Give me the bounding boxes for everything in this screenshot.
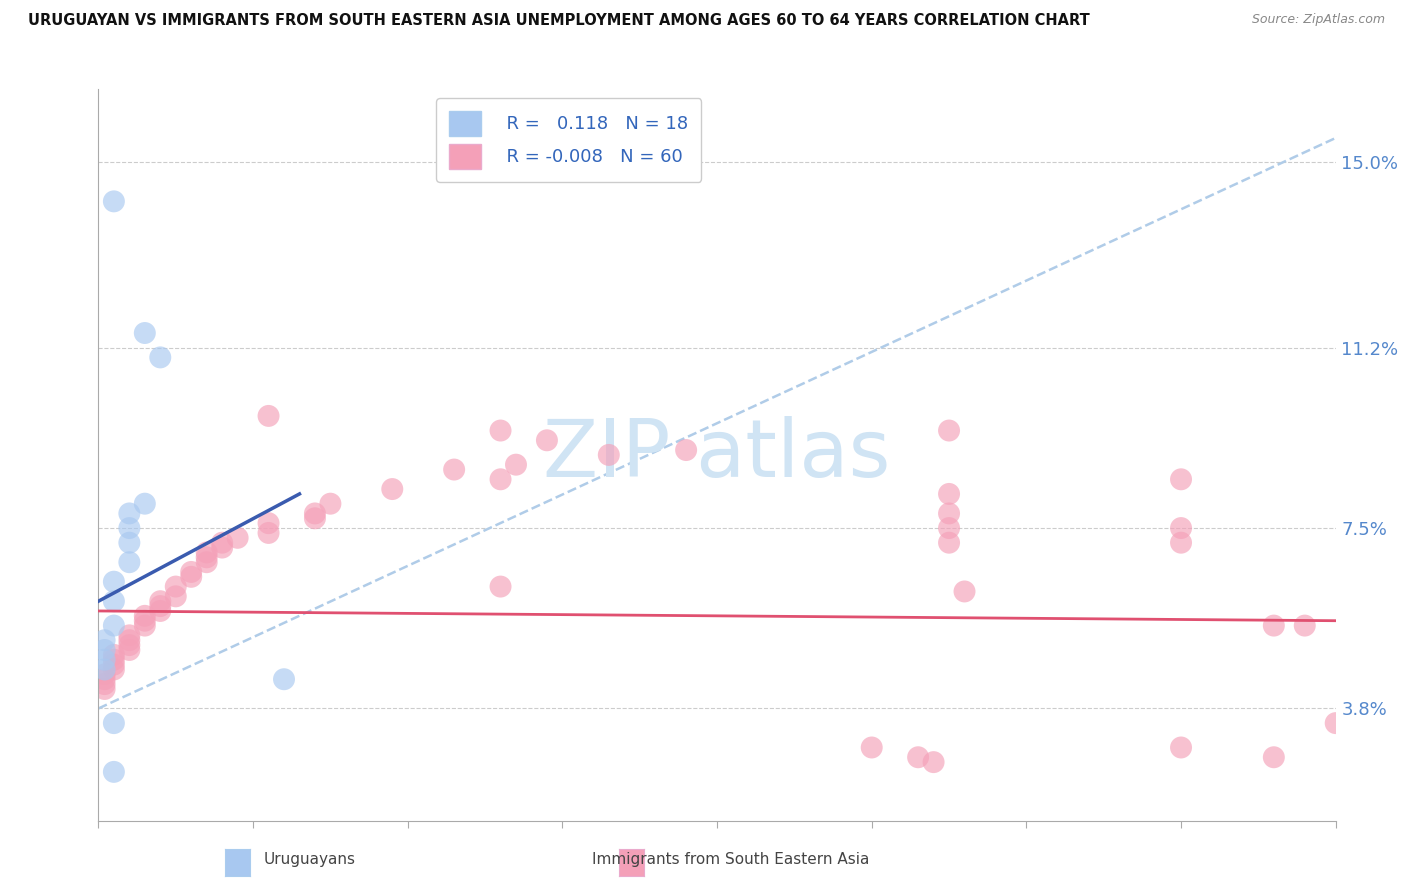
Point [93,663,115,677]
Point [103,648,125,662]
Point [195,545,218,559]
Point [118,555,141,569]
Point [103,194,125,209]
Point [953,584,976,599]
Point [319,497,342,511]
Point [134,618,156,632]
Point [226,531,249,545]
Point [907,750,929,764]
Point [1263,750,1285,764]
Point [257,516,280,531]
Point [443,462,465,476]
Point [257,409,280,423]
Point [938,507,960,521]
Point [103,594,125,608]
Point [93,677,115,691]
Text: Uruguayans: Uruguayans [263,852,356,867]
Point [103,657,125,672]
Point [103,618,125,632]
Point [211,535,233,549]
Point [273,672,295,686]
Point [134,326,156,340]
Point [938,424,960,438]
Point [103,764,125,779]
Point [938,535,960,549]
Point [860,740,883,755]
Point [1170,740,1192,755]
Point [103,716,125,731]
Text: Immigrants from South Eastern Asia: Immigrants from South Eastern Asia [592,852,870,867]
Point [505,458,527,472]
Legend:   R =   0.118   N = 18,   R = -0.008   N = 60: R = 0.118 N = 18, R = -0.008 N = 60 [436,98,702,182]
Point [180,565,202,579]
Text: ZIP atlas: ZIP atlas [543,416,891,494]
Point [165,590,187,604]
Point [1294,618,1316,632]
Point [118,628,141,642]
Y-axis label: Unemployment Among Ages 60 to 64 years: Unemployment Among Ages 60 to 64 years [0,287,7,623]
Point [149,599,172,613]
Point [93,681,115,696]
Point [93,643,115,657]
Point [149,594,172,608]
Point [180,570,202,584]
Point [938,487,960,501]
Point [134,497,156,511]
Point [195,550,218,565]
Point [149,351,172,365]
Point [1170,521,1192,535]
Point [489,472,512,486]
Point [381,482,404,496]
Point [211,541,233,555]
Point [675,443,697,458]
Point [118,521,141,535]
Point [489,424,512,438]
Point [257,525,280,540]
Point [938,521,960,535]
Point [1324,716,1347,731]
Point [304,507,326,521]
Point [93,653,115,667]
Point [118,643,141,657]
Point [922,755,945,769]
Point [93,633,115,648]
Point [195,555,218,569]
Point [1170,472,1192,486]
Point [118,638,141,652]
Point [1170,535,1192,549]
Point [165,580,187,594]
Text: URUGUAYAN VS IMMIGRANTS FROM SOUTH EASTERN ASIA UNEMPLOYMENT AMONG AGES 60 TO 64: URUGUAYAN VS IMMIGRANTS FROM SOUTH EASTE… [28,13,1090,29]
Point [103,574,125,589]
Point [93,672,115,686]
Point [489,580,512,594]
Point [118,535,141,549]
Point [304,511,326,525]
Point [118,633,141,648]
Text: Source: ZipAtlas.com: Source: ZipAtlas.com [1251,13,1385,27]
Point [103,653,125,667]
Point [103,663,125,677]
Point [536,434,558,448]
Point [598,448,620,462]
Point [134,608,156,623]
Point [134,614,156,628]
Point [118,507,141,521]
Point [149,604,172,618]
Point [1263,618,1285,632]
Point [93,667,115,681]
